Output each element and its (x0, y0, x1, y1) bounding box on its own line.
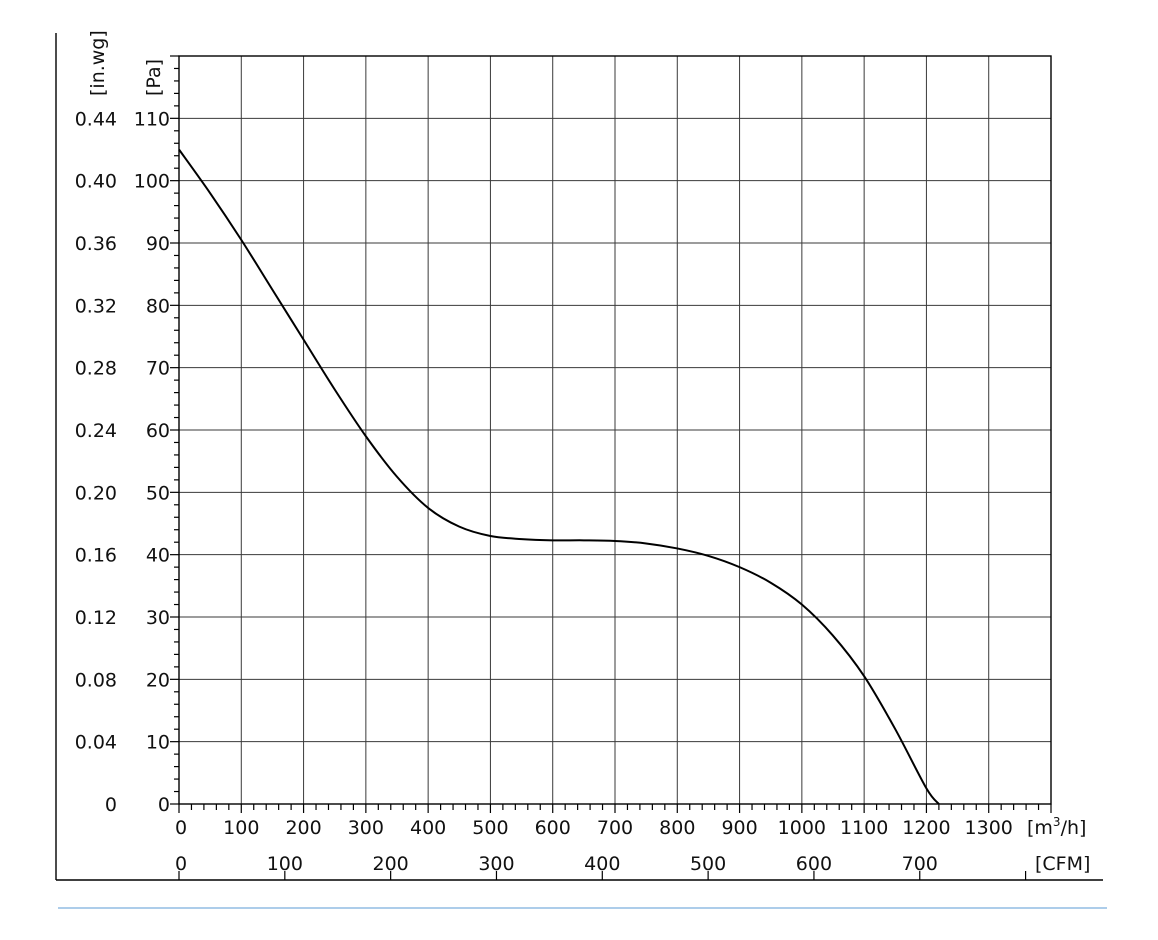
y-primary-unit-label: [Pa] (143, 59, 165, 96)
y-pa-tick-label: 100 (134, 171, 170, 193)
x-tick-label: 700 (597, 817, 633, 839)
y-inwg-tick-label: 0.32 (75, 295, 117, 317)
grid (179, 56, 1051, 804)
cfm-tick-label: 200 (373, 853, 409, 875)
y-pa-tick-label: 30 (146, 607, 170, 629)
cfm-tick-label: 500 (690, 853, 726, 875)
y-inwg-tick-label: 0.04 (75, 732, 117, 754)
x-tick-label: 400 (410, 817, 446, 839)
y-pa-tick-label: 80 (146, 295, 170, 317)
cfm-tick-label: 600 (796, 853, 832, 875)
x-tick-label: 500 (472, 817, 508, 839)
cfm-tick-label: 700 (902, 853, 938, 875)
y-inwg-tick-label: 0.40 (75, 171, 117, 193)
y-pa-tick-label: 90 (146, 233, 170, 255)
x-tick-label: 1100 (840, 817, 888, 839)
x-tick-label: 900 (721, 817, 757, 839)
x-unit-suffix: /h] (1061, 817, 1087, 839)
tick-labels: 0 100 200 300 400 500 600 700 800 900 1000 1100 1200… (75, 108, 1013, 875)
y-pa-tick-label: 70 (146, 358, 170, 380)
x-tick-label: 1000 (778, 817, 826, 839)
y-inwg-tick-label: 0.20 (75, 482, 117, 504)
cfm-tick-label: 100 (267, 853, 303, 875)
x-tick-label: 600 (535, 817, 571, 839)
x-tick-label: 0 (175, 817, 187, 839)
x-tick-label: 300 (348, 817, 384, 839)
x-tick-label: 1200 (902, 817, 950, 839)
x-primary-unit-label: [m3/h] (1027, 815, 1086, 839)
x-tick-label: 800 (659, 817, 695, 839)
cfm-tick-label: 300 (478, 853, 514, 875)
y-pa-tick-label: 60 (146, 420, 170, 442)
cfm-tick-label: 400 (584, 853, 620, 875)
y-inwg-tick-label: 0.28 (75, 358, 117, 380)
y-inwg-tick-label: 0.44 (75, 108, 117, 130)
y-pa-tick-label: 50 (146, 482, 170, 504)
y-pa-tick-label: 0 (158, 794, 170, 816)
y-pa-tick-label: 20 (146, 669, 170, 691)
x-tick-label: 200 (285, 817, 321, 839)
y-pa-tick-label: 110 (134, 108, 170, 130)
axis-ticks (170, 55, 1052, 880)
cfm-tick-label: 0 (175, 853, 187, 875)
x-tick-label: 100 (223, 817, 259, 839)
pressure-flow-curve (178, 148, 940, 805)
x-secondary-unit-label: [CFM] (1035, 853, 1090, 875)
x-unit-prefix: [m (1027, 817, 1053, 839)
y-inwg-tick-label: 0.12 (75, 607, 117, 629)
x-tick-label: 1300 (965, 817, 1013, 839)
x-unit-superscript: 3 (1053, 815, 1061, 829)
y-inwg-tick-label: 0.16 (75, 545, 117, 567)
y-inwg-tick-label: 0.24 (75, 420, 117, 442)
y-pa-tick-label: 40 (146, 545, 170, 567)
y-inwg-tick-label: 0.36 (75, 233, 117, 255)
y-inwg-tick-label: 0 (105, 794, 117, 816)
y-secondary-unit-label: [in.wg] (87, 30, 109, 96)
y-inwg-tick-label: 0.08 (75, 669, 117, 691)
y-pa-tick-label: 10 (146, 732, 170, 754)
